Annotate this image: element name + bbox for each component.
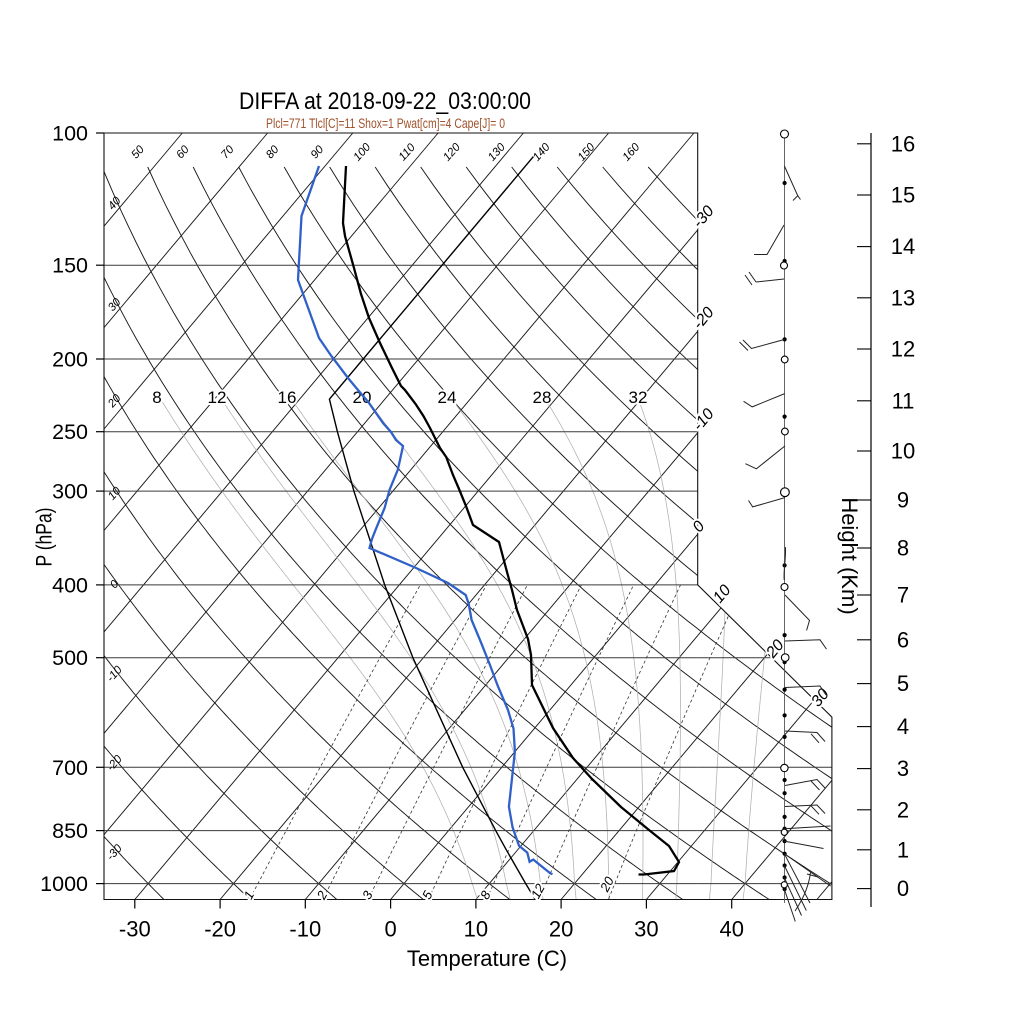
svg-text:28: 28: [533, 388, 552, 407]
svg-text:10: 10: [891, 439, 915, 464]
svg-text:30: 30: [634, 917, 658, 942]
svg-text:P (hPa): P (hPa): [32, 508, 57, 567]
svg-text:500: 500: [52, 646, 88, 670]
svg-text:150: 150: [52, 254, 88, 278]
svg-text:5: 5: [897, 671, 909, 696]
svg-text:3: 3: [897, 756, 909, 781]
svg-text:11: 11: [892, 388, 915, 413]
svg-text:4: 4: [897, 714, 909, 739]
svg-text:-20: -20: [204, 917, 236, 942]
svg-text:1000: 1000: [40, 872, 88, 896]
svg-text:1: 1: [897, 837, 909, 862]
svg-text:400: 400: [52, 573, 88, 597]
svg-text:15: 15: [891, 183, 915, 208]
svg-text:-30: -30: [119, 917, 151, 942]
svg-text:7: 7: [897, 583, 909, 608]
svg-text:10: 10: [464, 917, 488, 942]
svg-text:-10: -10: [289, 917, 321, 942]
svg-text:40: 40: [719, 917, 743, 942]
svg-text:12: 12: [891, 337, 915, 362]
svg-text:16: 16: [278, 388, 297, 407]
svg-text:100: 100: [52, 122, 88, 146]
svg-text:32: 32: [629, 388, 648, 407]
svg-text:300: 300: [52, 480, 88, 504]
svg-text:8: 8: [897, 536, 909, 561]
svg-text:13: 13: [891, 285, 915, 310]
svg-text:9: 9: [897, 488, 909, 513]
svg-text:16: 16: [891, 131, 915, 156]
svg-text:0: 0: [897, 876, 909, 901]
svg-text:250: 250: [52, 420, 88, 444]
svg-text:200: 200: [52, 348, 88, 372]
svg-text:700: 700: [52, 756, 88, 780]
svg-text:8: 8: [152, 388, 161, 407]
svg-text:0: 0: [384, 917, 396, 942]
svg-text:6: 6: [897, 627, 909, 652]
svg-text:14: 14: [891, 234, 915, 259]
svg-text:24: 24: [438, 388, 457, 407]
svg-text:Temperature (C): Temperature (C): [407, 946, 567, 971]
svg-text:850: 850: [52, 819, 88, 843]
svg-text:DIFFA at 2018-09-22_03:00:00: DIFFA at 2018-09-22_03:00:00: [239, 88, 531, 115]
svg-text:20: 20: [549, 917, 573, 942]
svg-text:Height (Km): Height (Km): [837, 497, 862, 614]
svg-text:2: 2: [897, 797, 909, 822]
svg-text:12: 12: [208, 388, 227, 407]
svg-text:Plcl=771 Tlcl[C]=11 Shox=1 Pwa: Plcl=771 Tlcl[C]=11 Shox=1 Pwat[cm]=4 Ca…: [266, 116, 505, 131]
